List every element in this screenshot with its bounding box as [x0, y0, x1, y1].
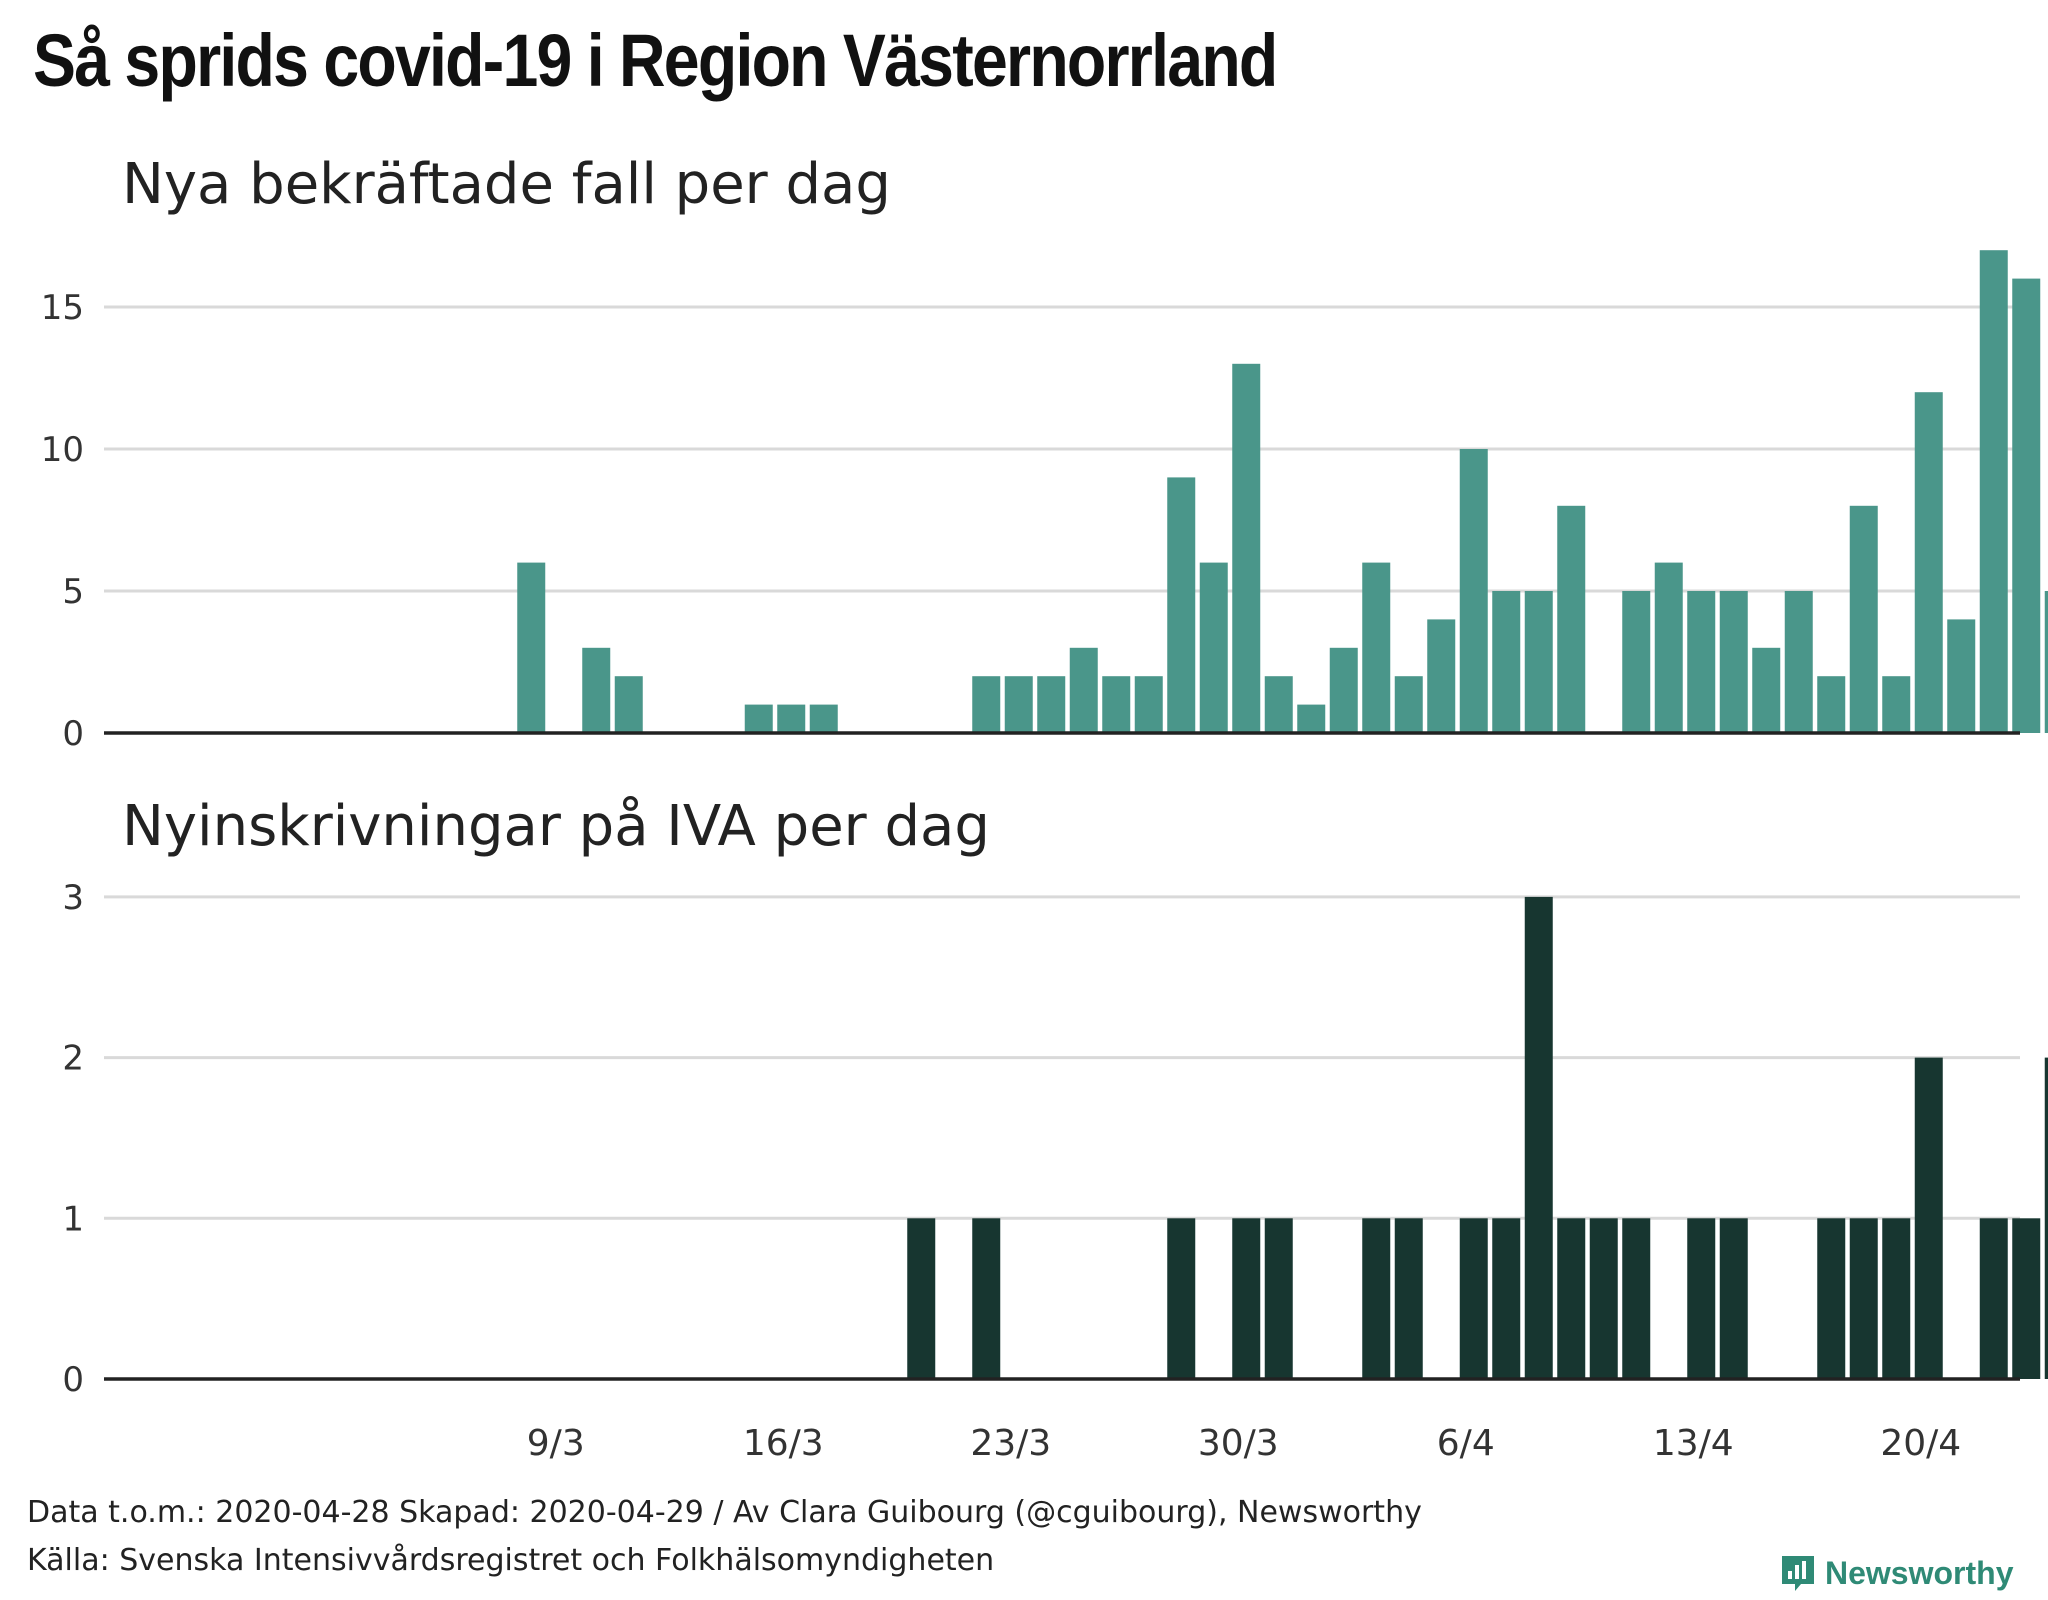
bar-3-4	[1362, 562, 1391, 733]
bar-7-4	[1492, 591, 1521, 733]
bar-17-4	[1817, 676, 1846, 733]
bar-6-4	[1459, 1218, 1488, 1379]
bar-24-4	[2044, 591, 2048, 733]
y-tick-label: 10	[41, 430, 84, 470]
bar-27-3	[1134, 676, 1163, 733]
bar-20-4	[1914, 1057, 1943, 1379]
bar-11-4	[1622, 591, 1651, 733]
bar-15-4	[1752, 647, 1781, 733]
footer-source: Källa: Svenska Intensivvårdsregistret oc…	[27, 1543, 995, 1578]
bar-22-3	[972, 1218, 1001, 1379]
bar-20-4	[1914, 392, 1943, 733]
logo-text: Newsworthy	[1825, 1554, 2014, 1591]
bar-25-3	[1069, 647, 1098, 733]
x-tick-label: 6/4	[1437, 1423, 1495, 1464]
bar-7-4	[1492, 1218, 1521, 1379]
x-tick-label: 23/3	[970, 1423, 1051, 1464]
chart-title: Så sprids covid-19 i Region Västernorrla…	[33, 19, 1278, 102]
bar-19-4	[1882, 676, 1911, 733]
bar-8-3	[517, 562, 546, 733]
bar-4-4	[1394, 676, 1423, 733]
x-tick-label: 9/3	[527, 1423, 585, 1464]
newsworthy-logo-icon	[1782, 1556, 1814, 1591]
bar-9-4	[1557, 505, 1586, 733]
bar-16-3	[777, 704, 806, 733]
bar-30-3	[1232, 1218, 1261, 1379]
x-tick-label: 16/3	[743, 1423, 824, 1464]
bar-8-4	[1524, 591, 1553, 733]
y-tick-label: 0	[62, 1360, 84, 1400]
y-tick-label: 5	[62, 572, 84, 612]
footer-credit: Data t.o.m.: 2020-04-28 Skapad: 2020-04-…	[27, 1495, 1422, 1530]
bar-23-3	[1004, 676, 1033, 733]
bar-17-4	[1817, 1218, 1846, 1379]
x-tick-label: 20/4	[1880, 1423, 1961, 1464]
bar-13-4	[1687, 591, 1716, 733]
bar-9-4	[1557, 1218, 1586, 1379]
bar-18-4	[1849, 1218, 1878, 1379]
bar-6-4	[1459, 449, 1488, 733]
subtitle-icu: Nyinskrivningar på IVA per dag	[122, 794, 990, 859]
bar-8-4	[1524, 896, 1553, 1379]
bar-26-3	[1102, 676, 1131, 733]
bars-icu	[907, 896, 2048, 1379]
bar-20-3	[907, 1218, 936, 1379]
y-tick-label: 1	[62, 1199, 84, 1239]
y-tick-label: 2	[62, 1039, 84, 1079]
bar-12-4	[1654, 562, 1683, 733]
bar-30-3	[1232, 363, 1261, 733]
bar-19-4	[1882, 1218, 1911, 1379]
bar-14-4	[1719, 591, 1748, 733]
bar-1-4	[1297, 704, 1326, 733]
bar-10-4	[1589, 1218, 1618, 1379]
bar-31-3	[1264, 1218, 1293, 1379]
bar-3-4	[1362, 1218, 1391, 1379]
bar-22-3	[972, 676, 1001, 733]
bar-22-4	[1979, 250, 2008, 733]
newsworthy-logo[interactable]: Newsworthy	[1779, 1553, 2013, 1593]
bar-28-3	[1167, 1218, 1196, 1379]
bar-31-3	[1264, 676, 1293, 733]
panel-cases: Nya bekräftade fall per dag 0 5 10 15	[41, 152, 2048, 754]
bar-11-4	[1622, 1218, 1651, 1379]
y-tick-label: 3	[62, 878, 84, 918]
bar-24-4	[2044, 1057, 2048, 1379]
subtitle-cases: Nya bekräftade fall per dag	[122, 152, 891, 217]
bar-14-4	[1719, 1218, 1748, 1379]
bar-16-4	[1784, 591, 1813, 733]
bar-2-4	[1329, 647, 1358, 733]
bar-17-3	[809, 704, 838, 733]
bar-23-4	[2012, 278, 2041, 733]
bar-24-3	[1037, 676, 1066, 733]
bar-11-3	[614, 676, 643, 733]
x-tick-label: 30/3	[1198, 1423, 1279, 1464]
panel-icu: Nyinskrivningar på IVA per dag 0 1 2 3	[62, 794, 2048, 1400]
x-axis-ticks: 9/316/323/330/36/413/420/427/4	[527, 1423, 1961, 1464]
bar-18-4	[1849, 505, 1878, 733]
bar-15-3	[744, 704, 773, 733]
gridlines-icu: 0 1 2 3	[62, 878, 2020, 1400]
x-tick-label: 13/4	[1653, 1423, 1734, 1464]
bar-5-4	[1427, 619, 1456, 733]
bar-23-4	[2012, 1218, 2041, 1379]
bar-28-3	[1167, 477, 1196, 733]
y-tick-label: 15	[41, 288, 84, 328]
bars-cases	[517, 250, 2048, 733]
bar-22-4	[1979, 1218, 2008, 1379]
bar-21-4	[1947, 619, 1976, 733]
bar-10-3	[582, 647, 611, 733]
bar-29-3	[1199, 562, 1228, 733]
bar-13-4	[1687, 1218, 1716, 1379]
y-tick-label: 0	[62, 714, 84, 754]
bar-4-4	[1394, 1218, 1423, 1379]
